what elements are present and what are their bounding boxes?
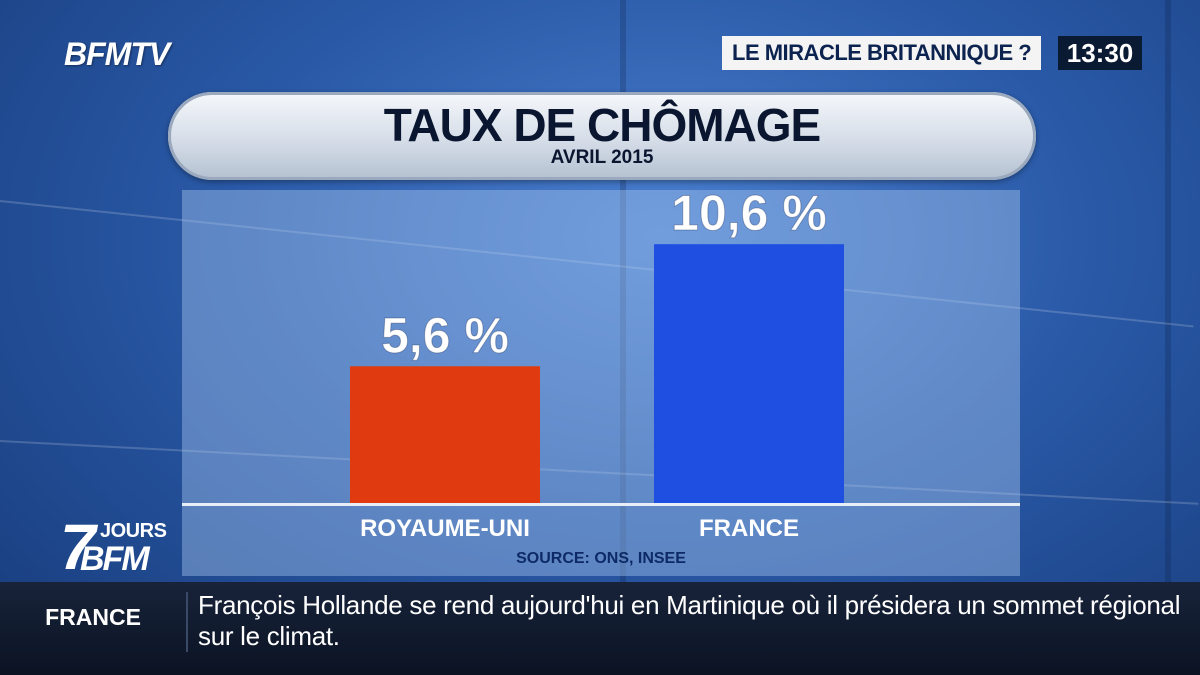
channel-logo: BFMTV xyxy=(64,36,170,72)
ticker-text: François Hollande se rend aujourd'hui en… xyxy=(198,590,1181,651)
show-logo-bfm: BFM xyxy=(80,540,150,578)
chart-baseline xyxy=(182,503,1020,506)
background-stripe xyxy=(1165,0,1171,675)
bar-chart: 5,6 % ROYAUME-UNI 10,6 % FRANCE xyxy=(182,190,1020,542)
title-banner xyxy=(168,92,1036,180)
news-ticker xyxy=(0,582,1200,675)
show-logo-jours: JOURS xyxy=(100,520,167,542)
category-label: ROYAUME-UNI xyxy=(360,515,530,542)
bar-royaume-uni xyxy=(350,366,540,503)
chart-panel xyxy=(182,190,1020,576)
background-stripe xyxy=(620,0,626,675)
show-logo: 7 JOURS BFM xyxy=(60,511,178,583)
ticker-label: FRANCE xyxy=(45,604,141,630)
bar-france xyxy=(654,244,844,503)
show-logo-seven: 7 xyxy=(60,511,96,583)
data-label: 5,6 % xyxy=(381,307,509,363)
headline-banner: LE MIRACLE BRITANNIQUE ? xyxy=(722,36,1042,70)
chart-title: TAUX DE CHÔMAGE xyxy=(383,99,822,151)
data-label: 10,6 % xyxy=(671,190,827,241)
chart-source: SOURCE: ONS, INSEE xyxy=(516,550,686,567)
chart-subtitle: AVRIL 2015 xyxy=(550,147,654,168)
clock: 13:30 xyxy=(1058,36,1142,70)
ticker-divider xyxy=(186,592,188,652)
category-label: FRANCE xyxy=(699,515,799,542)
